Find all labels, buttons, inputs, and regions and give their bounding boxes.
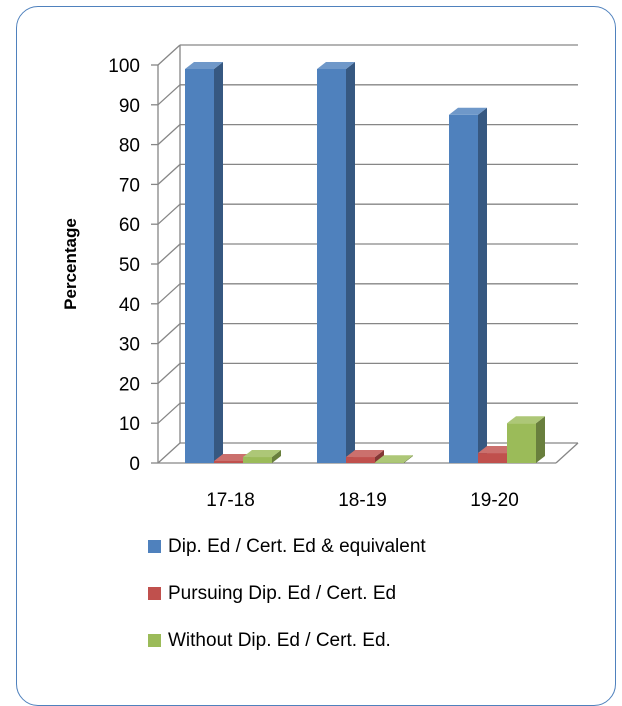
bar-top	[185, 61, 223, 69]
bar-top	[317, 61, 355, 69]
y-tick-label: 0	[129, 454, 140, 475]
bar-side	[375, 450, 384, 463]
bar-front	[317, 68, 346, 463]
legend-item: Without Dip. Ed / Cert. Ed.	[148, 628, 426, 653]
y-tick-label: 70	[119, 175, 140, 196]
legend-item: Pursuing Dip. Ed / Cert. Ed	[148, 581, 426, 606]
gridline-diagonal	[157, 283, 181, 305]
y-axis-ticks: 0 10 20 30 40 50 60 70 80 90 100	[108, 56, 158, 475]
legend-item: Dip. Ed / Cert. Ed & equivalent	[148, 534, 426, 559]
bar-front	[478, 453, 507, 463]
bar-top	[243, 450, 281, 458]
bar-side	[478, 107, 487, 463]
bar-side	[404, 455, 413, 463]
bar	[317, 61, 355, 463]
chart-legend: Dip. Ed / Cert. Ed & equivalent Pursuing …	[148, 534, 426, 675]
bar	[449, 107, 487, 463]
gridline-diagonal	[157, 124, 181, 146]
chart-bars	[185, 61, 545, 463]
legend-label: Dip. Ed / Cert. Ed & equivalent	[168, 535, 426, 557]
y-tick-label: 20	[119, 374, 140, 395]
bar-front	[185, 68, 214, 463]
y-tick-label: 60	[119, 215, 140, 236]
y-tick-label: 100	[108, 56, 140, 77]
bar-front	[346, 457, 375, 463]
bar-chart: 0 10 20 30 40 50 60 70 80 90 100 17-18 18-19 19-20 P…	[61, 44, 579, 511]
bar-side	[536, 416, 545, 463]
bar	[243, 450, 281, 463]
x-axis-categories: 17-18 18-19 19-20	[206, 490, 519, 511]
bar-top	[478, 446, 516, 454]
y-tick-label: 90	[119, 96, 140, 117]
bar-side	[214, 61, 223, 463]
y-axis-label: Percentage	[61, 218, 80, 310]
legend-swatch	[148, 634, 161, 647]
gridline-diagonal	[157, 362, 181, 384]
bar	[375, 455, 413, 463]
x-tick-label: 19-20	[470, 490, 519, 511]
y-tick-label: 80	[119, 136, 140, 157]
gridline-diagonal	[157, 44, 181, 66]
floor-edge	[555, 442, 579, 464]
gridline-diagonal	[157, 243, 181, 265]
gridline-diagonal	[157, 84, 181, 106]
bar-top	[449, 107, 487, 115]
x-tick-label: 17-18	[206, 490, 255, 511]
bar-side	[346, 61, 355, 463]
y-tick-label: 10	[119, 414, 140, 435]
bar-top	[375, 455, 413, 463]
gridline-diagonal	[157, 323, 181, 345]
bar-front	[507, 423, 536, 463]
legend-label: Without Dip. Ed / Cert. Ed.	[168, 629, 391, 651]
y-tick-label: 40	[119, 295, 140, 316]
y-tick-label: 50	[119, 255, 140, 276]
legend-label: Pursuing Dip. Ed / Cert. Ed	[168, 582, 397, 604]
gridline-diagonal	[157, 163, 181, 185]
bar-front	[449, 114, 478, 463]
bar-top	[214, 454, 252, 462]
legend-swatch	[148, 587, 161, 600]
gridline-diagonal	[157, 203, 181, 225]
bar-top	[346, 450, 384, 458]
bar-top	[507, 416, 545, 424]
gridline-diagonal	[157, 442, 181, 464]
bar	[346, 450, 384, 463]
bar-front	[375, 462, 404, 463]
gridline-diagonal	[157, 402, 181, 424]
x-tick-label: 18-19	[338, 490, 387, 511]
bar	[507, 416, 545, 463]
legend-swatch	[148, 540, 161, 553]
bar-front	[214, 461, 243, 463]
bar	[185, 61, 223, 463]
y-tick-label: 30	[119, 335, 140, 356]
bar-side	[272, 450, 281, 463]
bar-front	[243, 457, 272, 463]
